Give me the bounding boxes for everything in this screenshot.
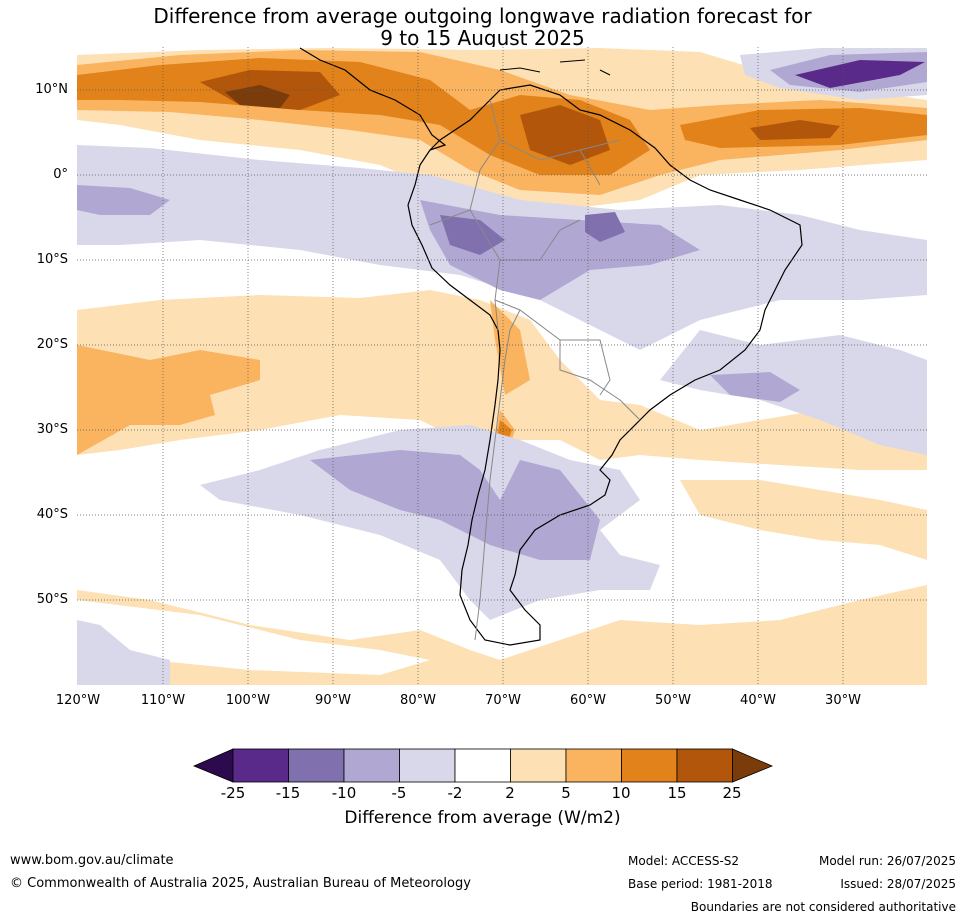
colorbar-bin-4: [399, 748, 456, 783]
colorbar-bin-2: [288, 748, 345, 783]
anomaly-region-atlantic-moderate-negative: [710, 372, 800, 402]
lat-label-50s: 50°S: [36, 592, 68, 607]
lon-label-70w: 70°W: [485, 693, 521, 708]
anomaly-region-far-south-white: [77, 600, 430, 675]
anomaly-region-southwest-negative: [77, 620, 170, 685]
colorbar-above-max: [732, 748, 774, 783]
colorbar-bin-5: [454, 748, 511, 783]
anomaly-field: [77, 47, 927, 685]
colorbar-tick: -5: [391, 784, 407, 802]
anomaly-region-south-moderate: [77, 300, 530, 460]
colorbar-bin-9: [676, 748, 733, 783]
colorbar-below-min: [192, 748, 234, 783]
caribbean-coastline: [499, 59, 611, 76]
south-america-coastline: [407, 84, 803, 646]
anomaly-region-northeast-strong-negative: [795, 60, 925, 88]
anomaly-region-equatorial-strong-negative: [440, 212, 625, 255]
lon-label-120w: 120°W: [55, 693, 101, 708]
colorbar: [192, 748, 774, 783]
colorbar-title: Difference from average (W/m2): [344, 808, 621, 828]
lat-label-10n: 10°N: [35, 82, 68, 97]
anomaly-region-atlantic-south-positive: [680, 480, 927, 560]
copyright-text: © Commonwealth of Australia 2025, Austra…: [10, 876, 471, 891]
anomaly-region-north-peak: [225, 85, 290, 108]
colorbar-tick: 10: [611, 784, 631, 802]
issued-text: Issued: 28/07/2025: [840, 877, 956, 891]
lon-label-40w: 40°W: [740, 693, 776, 708]
colorbar-bin-3: [343, 748, 400, 783]
colorbar-bin-7: [565, 748, 622, 783]
colorbar-tick: -15: [275, 784, 301, 802]
colorbar-tick: -2: [447, 784, 463, 802]
map-subtitle: 9 to 15 August 2025: [380, 26, 585, 50]
colorbar-tick: -25: [220, 784, 246, 802]
lon-label-100w: 100°W: [225, 693, 271, 708]
colorbar-tick: 5: [561, 784, 571, 802]
lat-label-30s: 30°S: [36, 422, 68, 437]
disclaimer-text: Boundaries are not considered authoritat…: [690, 900, 956, 914]
graticule: [77, 47, 927, 685]
lat-label-0: 0°: [53, 167, 68, 182]
lon-label-30w: 30°W: [825, 693, 861, 708]
lat-label-20s: 20°S: [36, 337, 68, 352]
colorbar-tick: -10: [331, 784, 357, 802]
website-link[interactable]: www.bom.gov.au/climate: [10, 853, 174, 868]
lon-label-90w: 90°W: [315, 693, 351, 708]
colorbar-tick: 25: [722, 784, 742, 802]
lat-label-40s: 40°S: [36, 507, 68, 522]
lon-label-80w: 80°W: [400, 693, 436, 708]
colorbar-tick: 2: [505, 784, 515, 802]
anomaly-region-north-maximum: [200, 70, 840, 165]
anomaly-region-equatorial-moderate-negative: [77, 185, 700, 300]
model-text: Model: ACCESS-S2: [628, 854, 740, 868]
lat-label-10s: 10°S: [36, 252, 68, 267]
colorbar-bin-8: [621, 748, 678, 783]
lon-label-60w: 60°W: [570, 693, 606, 708]
lon-label-50w: 50°W: [655, 693, 691, 708]
anomaly-region-southern-moderate-negative: [310, 450, 600, 560]
colorbar-tick: 15: [667, 784, 687, 802]
colorbar-bin-1: [232, 748, 289, 783]
base-period-text: Base period: 1981-2018: [628, 877, 773, 891]
model-run-text: Model run: 26/07/2025: [818, 854, 956, 868]
lon-label-110w: 110°W: [140, 693, 186, 708]
colorbar-bin-6: [510, 748, 567, 783]
central-america-coastline: [299, 47, 447, 151]
map-title: Difference from average outgoing longwav…: [153, 4, 812, 28]
